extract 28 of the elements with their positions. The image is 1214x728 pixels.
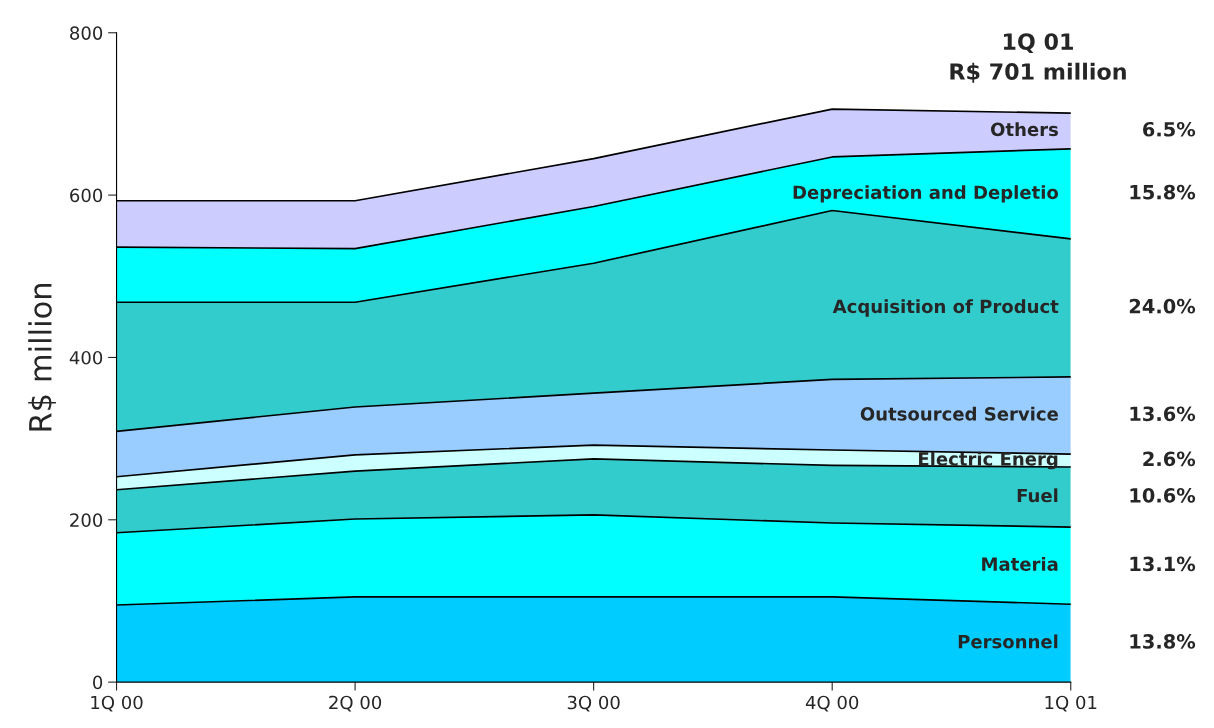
text: 13.8% [1130, 634, 1196, 649]
text: 10.6% [1130, 488, 1196, 503]
y-tick-label: 0 [93, 675, 103, 690]
x-tick-label: 1Q 00 [91, 695, 143, 712]
series-label: Electric Energ [919, 451, 1058, 470]
series-label: Acquisition of Product [832, 299, 1059, 317]
series-label: Others [990, 122, 1058, 137]
y-tick-label: 600 [70, 188, 103, 203]
text: 15.8% [1130, 184, 1196, 200]
series-label: Depreciation and Depletio [793, 185, 1059, 203]
text: 13.6% [1130, 406, 1196, 422]
y-tick-label: 800 [70, 26, 103, 40]
y-tick-label: 400 [69, 350, 103, 365]
text: 13.1% [1130, 556, 1196, 572]
x-tick-label: 4Q 00 [805, 695, 859, 712]
series-label: Personnel [958, 634, 1058, 649]
y-tick-label: 200 [70, 513, 103, 527]
text: 24.0% [1129, 298, 1196, 314]
series-label: Outsourced Service [860, 406, 1058, 421]
series-label: Materia [982, 556, 1058, 571]
x-tick-label: 1Q 01 [1045, 695, 1097, 712]
text: 6.5% [1143, 121, 1196, 137]
x-tick-label: 2Q 00 [329, 695, 382, 712]
y-axis-title: R$ million [28, 283, 56, 431]
series-label: Fuel [1017, 488, 1058, 503]
text: 2.6% [1143, 451, 1196, 467]
annotation: 1Q 01 R$ 701 million [950, 33, 1126, 83]
x-tick-label: 3Q 00 [567, 695, 620, 712]
